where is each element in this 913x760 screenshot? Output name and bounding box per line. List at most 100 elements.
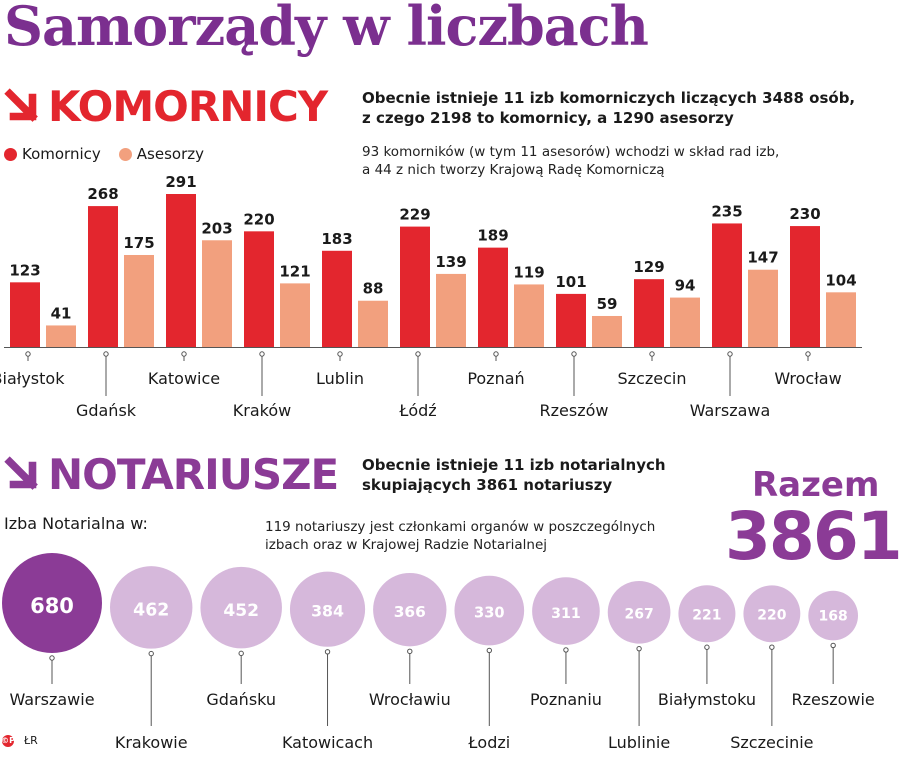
- bar-asesorzy-lodz: [436, 273, 466, 347]
- legend-item-komornicy: Komornicy: [4, 145, 101, 163]
- copyright-icon: ©P: [1, 734, 15, 747]
- bubble-value-label: 311: [551, 606, 581, 622]
- bubble-label-szczecinie: Szczecinie: [730, 733, 813, 752]
- bubble-label-lodzi: Łodzi: [467, 733, 510, 752]
- bubble-leader-dot: [769, 644, 775, 650]
- bar-komornicy-katowice: [166, 194, 196, 347]
- izba-label: Izba Notarialna w:: [4, 514, 148, 533]
- category-label-lublin: Lublin: [316, 369, 364, 388]
- bubble-leader-dot: [830, 642, 836, 649]
- category-label-katowice: Katowice: [148, 369, 220, 388]
- bubble-leader-dot: [148, 650, 154, 657]
- bubble-value-label: 384: [311, 602, 344, 621]
- footer: ©P ŁR: [1, 734, 38, 747]
- komornicy-summary: Obecnie istnieje 11 izb komorniczych lic…: [362, 88, 855, 128]
- bubble-value-label: 267: [624, 607, 653, 623]
- bar-value-label: 230: [789, 205, 820, 223]
- bar-value-label: 121: [279, 262, 310, 280]
- bubble-warszawie: [2, 553, 102, 653]
- komornicy-note: 93 komorników (w tym 11 asesorów) wchodz…: [362, 143, 779, 179]
- komornicy-heading: KOMORNICY: [4, 82, 328, 131]
- bubble-value-label: 452: [223, 601, 259, 621]
- bar-asesorzy-bialystok: [46, 325, 76, 347]
- bubble-label-lublinie: Lublinie: [608, 733, 670, 752]
- arrow-down-right-icon: [4, 455, 38, 490]
- legend-label-komornicy: Komornicy: [22, 145, 101, 163]
- bar-value-label: 183: [321, 230, 352, 248]
- bubble-gdansku: [200, 566, 282, 649]
- bubble-lublinie: [607, 581, 671, 644]
- notariusze-summary-line1: Obecnie istnieje 11 izb notarialnych: [362, 456, 666, 474]
- bubble-value-label: 168: [819, 609, 848, 625]
- category-label-poznan: Poznań: [467, 369, 524, 388]
- bar-value-label: 175: [123, 234, 154, 252]
- bar-asesorzy-rzeszow: [592, 315, 622, 347]
- bar-asesorzy-szczecin: [670, 297, 700, 347]
- bubble-value-label: 366: [394, 603, 426, 621]
- page-title: Samorządy w liczbach: [4, 0, 649, 58]
- category-label-bialystok: Białystok: [0, 369, 65, 388]
- notariusze-note-line2: izbach oraz w Krajowej Radzie Notarialne…: [265, 537, 548, 553]
- komornicy-bar-chart: 123 41 Białystok 268 175 Gdańsk 291 203 Katowice…: [0, 173, 862, 420]
- category-leader-dot: [103, 351, 109, 357]
- bar-value-label: 129: [633, 258, 664, 276]
- category-label-warszawa: Warszawa: [690, 401, 771, 420]
- bar-komornicy-gdansk: [88, 206, 118, 347]
- bubble-leader-dot: [407, 648, 413, 655]
- bubble-value-label: 221: [692, 607, 721, 623]
- bubble-value-label: 462: [133, 601, 169, 621]
- bar-komornicy-lublin: [322, 250, 352, 347]
- notariusze-heading: NOTARIUSZE: [4, 450, 339, 499]
- bubble-label-bialymstoku: Białymstoku: [658, 690, 756, 709]
- bar-value-label: 268: [87, 185, 118, 203]
- category-leader-dot: [181, 351, 187, 357]
- bar-value-label: 41: [51, 304, 72, 322]
- legend-swatch-komornicy: [4, 147, 17, 161]
- legend-swatch-asesorzy: [118, 147, 132, 161]
- bubble-label-katowicach: Katowicach: [282, 733, 373, 752]
- bar-asesorzy-krakow: [280, 283, 310, 347]
- komornicy-heading-text: KOMORNICY: [48, 82, 328, 131]
- bubble-krakowie: [110, 566, 193, 649]
- category-label-wroclaw: Wrocław: [774, 369, 841, 388]
- bar-value-label: 139: [435, 253, 466, 271]
- bubble-value-label: 220: [757, 607, 786, 623]
- komornicy-note-line2: a 44 z nich tworzy Krajową Radę Komornic…: [362, 162, 665, 178]
- bar-value-label: 123: [9, 261, 40, 279]
- bar-komornicy-szczecin: [634, 279, 664, 347]
- category-leader-dot: [259, 351, 265, 357]
- bar-value-label: 235: [711, 202, 742, 220]
- bar-value-label: 101: [555, 273, 586, 291]
- bubble-value-label: 680: [30, 594, 74, 618]
- bubble-leader-dot: [636, 645, 642, 652]
- komornicy-note-line1: 93 komorników (w tym 11 asesorów) wchodz…: [362, 144, 780, 160]
- legend-label-asesorzy: Asesorzy: [136, 145, 204, 163]
- footer-credit: ŁR: [24, 734, 38, 747]
- notariusze-summary: Obecnie istnieje 11 izb notarialnych sku…: [362, 455, 666, 495]
- bubble-lodzi: [454, 575, 525, 646]
- bubble-poznaniu: [532, 577, 600, 645]
- bar-value-label: 189: [477, 227, 508, 245]
- notariusze-heading-text: NOTARIUSZE: [48, 450, 339, 499]
- category-leader-dot: [25, 351, 31, 357]
- komornicy-summary-line2: z czego 2198 to komornicy, a 1290 asesor…: [362, 109, 734, 127]
- bubble-label-warszawie: Warszawie: [9, 690, 94, 709]
- bubble-label-gdansku: Gdańsku: [206, 690, 276, 709]
- bar-komornicy-wroclaw: [790, 226, 820, 347]
- category-label-gdansk: Gdańsk: [76, 401, 137, 420]
- category-leader-dot: [727, 351, 733, 357]
- category-leader-dot: [493, 351, 499, 357]
- category-leader-dot: [805, 351, 811, 357]
- bar-komornicy-rzeszow: [556, 293, 586, 347]
- bar-asesorzy-lublin: [358, 300, 388, 347]
- bar-asesorzy-wroclaw: [826, 292, 856, 347]
- bar-value-label: 203: [201, 219, 232, 237]
- total-value: 3861: [725, 498, 903, 575]
- bubble-wroclawiu: [373, 572, 447, 647]
- bar-asesorzy-poznan: [514, 284, 544, 347]
- category-leader-dot: [649, 351, 655, 357]
- category-leader-dot: [337, 351, 343, 357]
- bar-value-label: 119: [513, 263, 544, 281]
- bar-asesorzy-gdansk: [124, 254, 154, 347]
- legend-item-asesorzy: Asesorzy: [118, 145, 204, 163]
